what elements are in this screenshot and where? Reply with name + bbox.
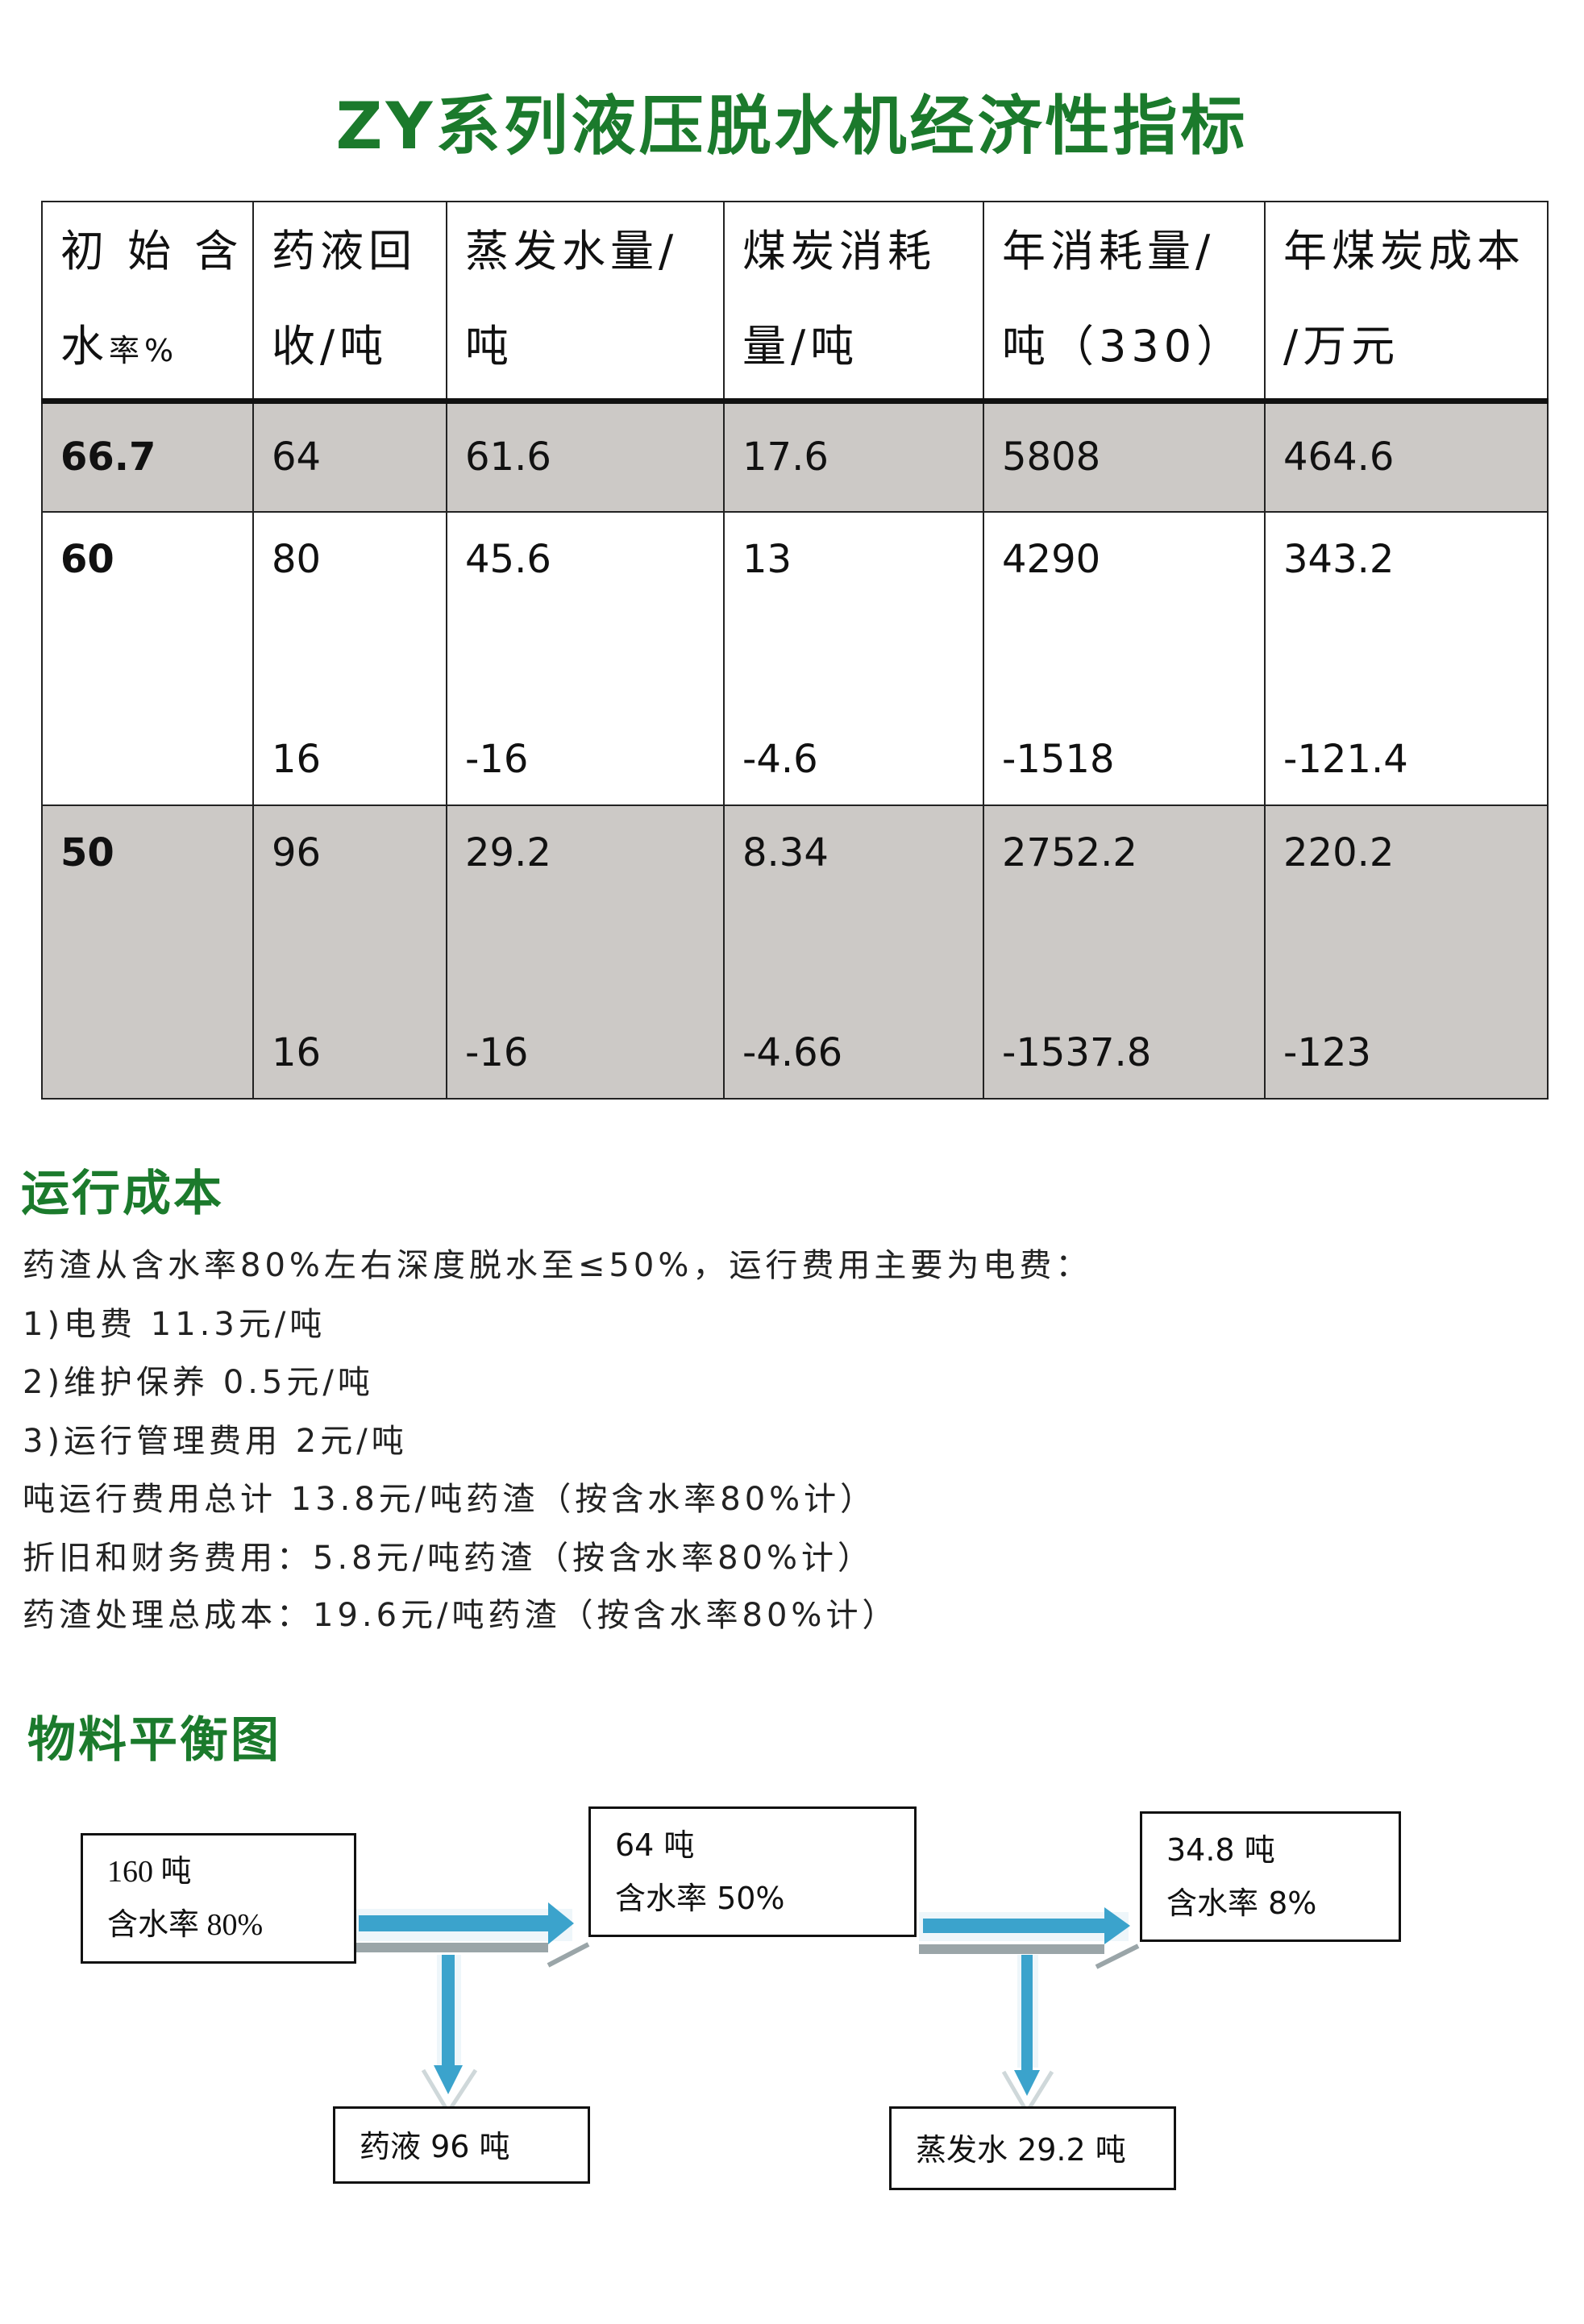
table-cell: 343.2 -121.4 xyxy=(1264,511,1549,806)
cost-line: 1)电费 11.3元/吨 xyxy=(23,1306,326,1343)
table-cell: 96 16 xyxy=(252,804,447,1100)
arrow-down-icon xyxy=(421,1955,478,2116)
liquor-box: 药液 96 吨 xyxy=(333,2106,590,2184)
stage2-box: 34.8 吨 含水率 8% xyxy=(1140,1811,1401,1942)
input-amount: 160 吨 xyxy=(107,1855,192,1889)
evaporated-box: 蒸发水 29.2 吨 xyxy=(889,2106,1176,2190)
header-cell: 蒸发水量/吨 xyxy=(446,201,725,402)
cost-line: 药渣从含水率80%左右深度脱水至≤50%，运行费用主要为电费： xyxy=(23,1247,1092,1284)
cost-line: 吨运行费用总计 13.8元/吨药渣（按含水率80%计） xyxy=(23,1481,877,1518)
economic-indicators-table: 初 始 含水率% 药液回 收/吨 蒸发水量/吨 煤炭消耗 量/吨 年消耗量/吨（33… xyxy=(41,201,1549,1100)
table-header-row: 初 始 含水率% 药液回 收/吨 蒸发水量/吨 煤炭消耗 量/吨 年消耗量/吨（33… xyxy=(41,201,1549,402)
cost-line: 3)运行管理费用 2元/吨 xyxy=(23,1423,408,1460)
table-row: 66.7 64 61.6 17.6 5808 464.6 xyxy=(41,400,1549,513)
running-cost-heading: 运行成本 xyxy=(21,1166,224,1222)
cost-line: 2)维护保养 0.5元/吨 xyxy=(23,1364,374,1401)
cost-line: 折旧和财务费用：5.8元/吨药渣（按含水率80%计） xyxy=(23,1540,874,1577)
table-cell: 64 xyxy=(252,400,447,513)
table-row: 60 80 16 45.6 -16 13 -4.6 4290 -1518 343.2 -1… xyxy=(41,511,1549,806)
stage1-moisture: 含水率 50% xyxy=(615,1881,785,1916)
table-cell: 66.7 xyxy=(41,400,254,513)
table-cell: 17.6 xyxy=(723,400,984,513)
table-cell: 60 xyxy=(41,511,254,806)
table-cell: 13 -4.6 xyxy=(723,511,984,806)
cost-line: 药渣处理总成本：19.6元/吨药渣（按含水率80%计） xyxy=(23,1597,899,1634)
stage1-box: 64 吨 含水率 50% xyxy=(588,1806,917,1937)
page-title: ZY系列液压脱水机经济性指标 xyxy=(335,89,1249,164)
stage1-amount: 64 吨 xyxy=(615,1827,695,1863)
table-cell: 464.6 xyxy=(1264,400,1549,513)
header-cell: 年煤炭成本/万元 xyxy=(1264,201,1549,402)
table-cell: 29.2 -16 xyxy=(446,804,725,1100)
arrow-right-icon xyxy=(355,1902,590,1968)
header-cell: 年消耗量/吨（330） xyxy=(983,201,1266,402)
table-cell: 4290 -1518 xyxy=(983,511,1266,806)
header-cell: 药液回 收/吨 xyxy=(252,201,447,402)
table-cell: 8.34 -4.66 xyxy=(723,804,984,1100)
table-row: 50 96 16 29.2 -16 8.34 -4.66 2752.2 -1537.8 … xyxy=(41,804,1549,1100)
stage2-amount: 34.8 吨 xyxy=(1166,1832,1275,1868)
table-cell: 61.6 xyxy=(446,400,725,513)
table-cell: 5808 xyxy=(983,400,1266,513)
table-cell: 2752.2 -1537.8 xyxy=(983,804,1266,1100)
liquor-amount: 药液 96 吨 xyxy=(360,2129,510,2164)
input-box: 160 吨 含水率 80% xyxy=(81,1833,356,1964)
material-balance-heading: 物料平衡图 xyxy=(27,1712,281,1769)
arrow-down-icon xyxy=(1001,1955,1054,2116)
table-cell: 50 xyxy=(41,804,254,1100)
arrow-right-icon xyxy=(919,1907,1140,1969)
evaporated-amount: 蒸发水 29.2 吨 xyxy=(916,2132,1126,2168)
table-cell: 80 16 xyxy=(252,511,447,806)
header-cell: 初 始 含水率% xyxy=(41,201,254,402)
header-cell: 煤炭消耗 量/吨 xyxy=(723,201,984,402)
table-cell: 220.2 -123 xyxy=(1264,804,1549,1100)
stage2-moisture: 含水率 8% xyxy=(1166,1885,1317,1921)
table-cell: 45.6 -16 xyxy=(446,511,725,806)
input-moisture: 含水率 80% xyxy=(107,1908,264,1942)
